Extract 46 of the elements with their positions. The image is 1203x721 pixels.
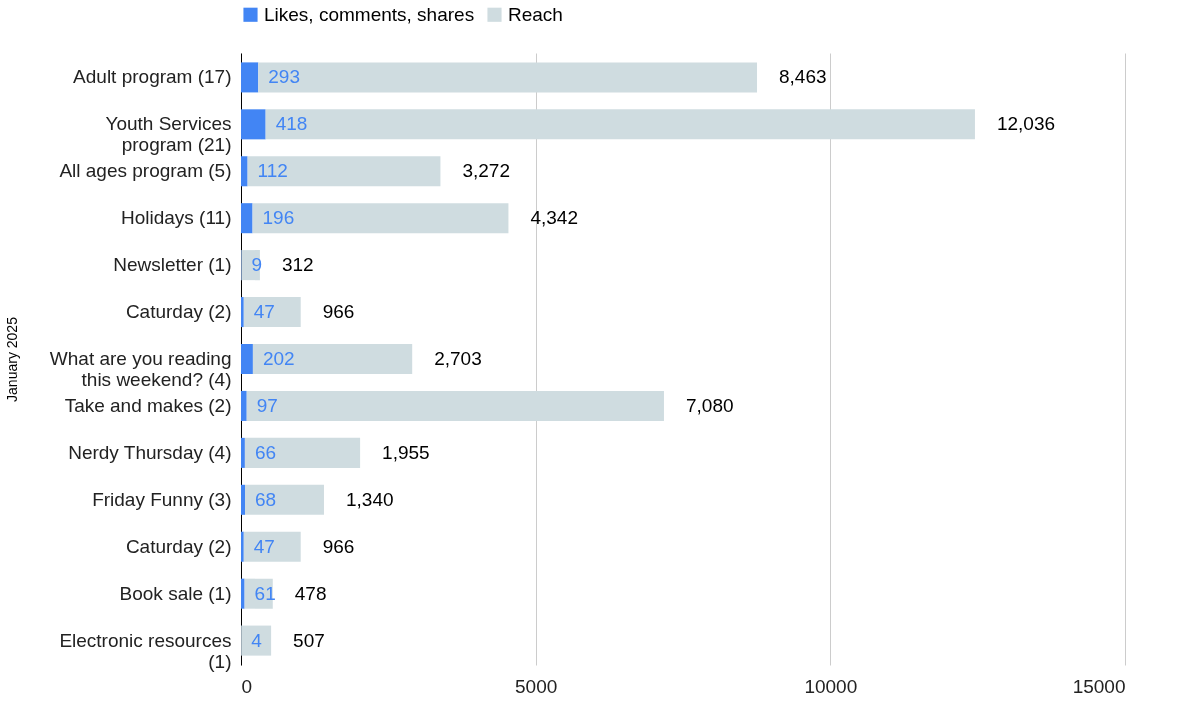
data-label: 47 <box>253 301 275 323</box>
y-tick-label: All ages program (5) <box>59 160 232 182</box>
y-tick-label: Adult program (17) <box>73 66 232 88</box>
data-label: 61 <box>254 582 276 604</box>
data-label: 47 <box>253 535 275 557</box>
data-label: 1,955 <box>382 441 430 463</box>
x-tick-label: 0 <box>241 675 253 697</box>
data-label: 97 <box>256 394 278 416</box>
y-tick-label: Electronic resources (1) <box>59 629 232 672</box>
x-tick-label: 10000 <box>804 675 858 697</box>
data-label: 196 <box>262 207 295 229</box>
data-label: 66 <box>254 441 277 463</box>
y-tick-label: Youth Services program (21) <box>105 113 232 156</box>
data-label: 8,463 <box>779 66 827 88</box>
data-label: 3,272 <box>462 160 510 182</box>
data-label: 112 <box>257 160 288 182</box>
y-tick-label: Newsletter (1) <box>113 254 232 276</box>
legend-label: Reach <box>508 3 563 25</box>
data-label: 966 <box>322 535 355 557</box>
x-tick-label: 5000 <box>515 675 558 697</box>
data-label: 507 <box>293 629 325 651</box>
data-label: 293 <box>268 66 300 88</box>
y-tick-label: Caturday (2) <box>125 535 232 557</box>
y-tick-label: What are you reading this weekend? (4) <box>49 348 232 390</box>
data-label: 4 <box>251 629 263 651</box>
y-tick-label: Holidays (11) <box>120 207 232 229</box>
y-tick-label: Book sale (1) <box>119 582 232 604</box>
x-tick-label: 15000 <box>1072 675 1126 697</box>
data-label: 9 <box>251 254 263 276</box>
y-tick-label: Friday Funny (3) <box>92 488 232 510</box>
data-label: 12,036 <box>996 113 1056 135</box>
y-axis-title: January 2025 <box>3 316 20 402</box>
data-label: 2,703 <box>434 348 482 369</box>
data-label: 1,340 <box>345 488 394 510</box>
y-tick-label: Nerdy Thursday (4) <box>68 441 232 463</box>
data-label: 478 <box>294 582 327 604</box>
data-label: 4,342 <box>530 207 578 229</box>
legend-label: Likes, comments, shares <box>264 3 475 25</box>
data-label: 202 <box>262 348 295 369</box>
data-label: 418 <box>275 113 308 135</box>
data-label: 68 <box>255 488 277 510</box>
data-label: 312 <box>281 254 314 276</box>
y-tick-label: Take and makes (2) <box>64 394 232 416</box>
data-label: 966 <box>322 301 355 323</box>
data-label: 7,080 <box>685 394 734 416</box>
y-tick-label: Caturday (2) <box>125 301 232 323</box>
